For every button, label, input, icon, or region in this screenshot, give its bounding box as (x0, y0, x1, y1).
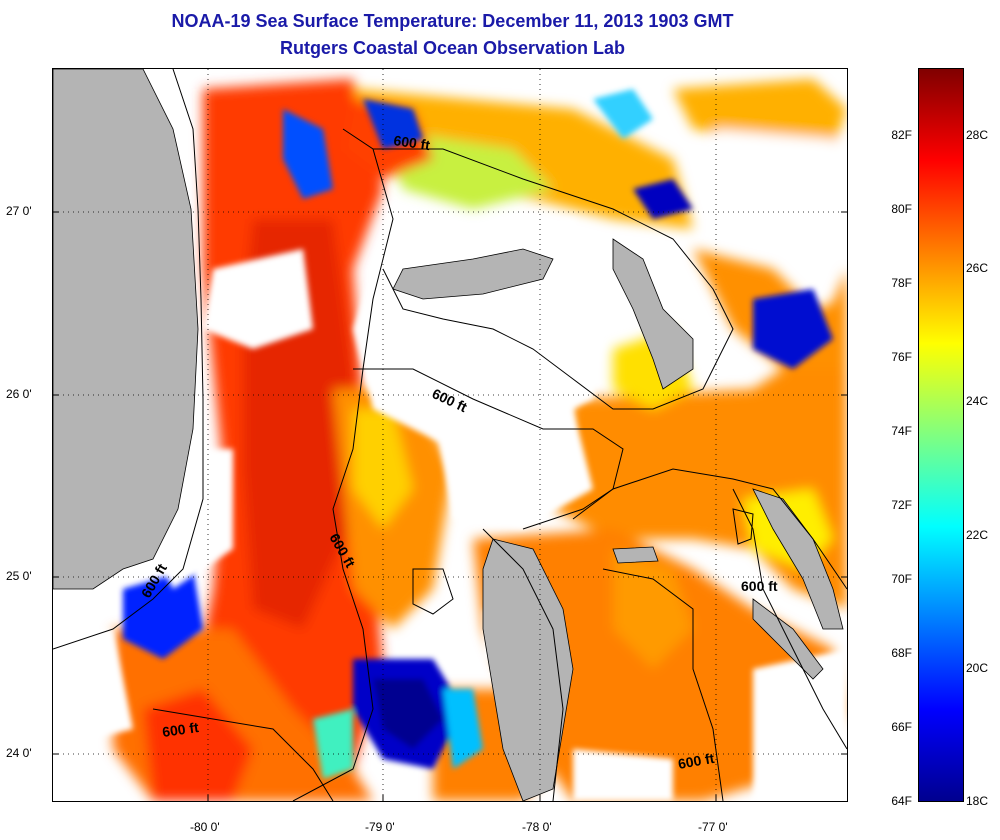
colorbar-label-70f: 70F (891, 572, 912, 586)
sst-map-canvas: 600 ft 600 ft 600 ft 600 ft 600 ft 600 f… (53, 69, 847, 801)
lon-label-80: -80 0' (190, 820, 220, 834)
colorbar-label-80f: 80F (891, 202, 912, 216)
colorbar-label-78f: 78F (891, 276, 912, 290)
colorbar-label-64f: 64F (891, 794, 912, 808)
new-providence-land (612, 546, 659, 564)
contour-label-7: 600 ft (677, 750, 716, 772)
colorbar-label-28c: 28C (966, 128, 989, 142)
contour-label-6: 600 ft (161, 719, 200, 740)
colorbar-label-24c: 24C (966, 394, 989, 408)
florida-land (53, 69, 199, 590)
colorbar-label-74f: 74F (891, 424, 912, 438)
lon-label-77: -77 0' (698, 820, 728, 834)
colorbar-label-72f: 72F (891, 498, 912, 512)
contour-label-5: 600 ft (741, 578, 778, 594)
grid-lines (53, 69, 847, 801)
lat-label-24: 24 0' (6, 746, 32, 760)
lat-label-25: 25 0' (6, 569, 32, 583)
contour-label-1: 600 ft (393, 132, 432, 153)
abaco-land (612, 238, 694, 390)
lon-label-79: -79 0' (365, 820, 395, 834)
colorbar-label-18c: 18C (966, 794, 989, 808)
lat-label-26: 26 0' (6, 387, 32, 401)
grand-bahama-land (392, 248, 554, 300)
lat-label-27: 27 0' (6, 204, 32, 218)
cloud-patches (53, 219, 847, 801)
colorbar-label-76f: 76F (891, 350, 912, 364)
map-title: NOAA-19 Sea Surface Temperature: Decembe… (171, 11, 734, 31)
colorbar-label-22c: 22C (966, 528, 989, 542)
andros-land (482, 538, 574, 801)
axis-ticks (53, 211, 847, 801)
temperature-colorbar (918, 68, 964, 802)
eleuthera-land (752, 488, 844, 630)
contour-600ft (53, 69, 847, 801)
colorbar-label-26c: 26C (966, 261, 989, 275)
colorbar-label-66f: 66F (891, 720, 912, 734)
land-masses (53, 69, 844, 801)
sst-map: 600 ft 600 ft 600 ft 600 ft 600 ft 600 f… (52, 68, 848, 802)
colorbar-label-20c: 20C (966, 661, 989, 675)
colorbar-label-82f: 82F (891, 128, 912, 142)
map-subtitle: Rutgers Coastal Ocean Observation Lab (279, 38, 626, 58)
colorbar-label-68f: 68F (891, 646, 912, 660)
lon-label-78: -78 0' (522, 820, 552, 834)
